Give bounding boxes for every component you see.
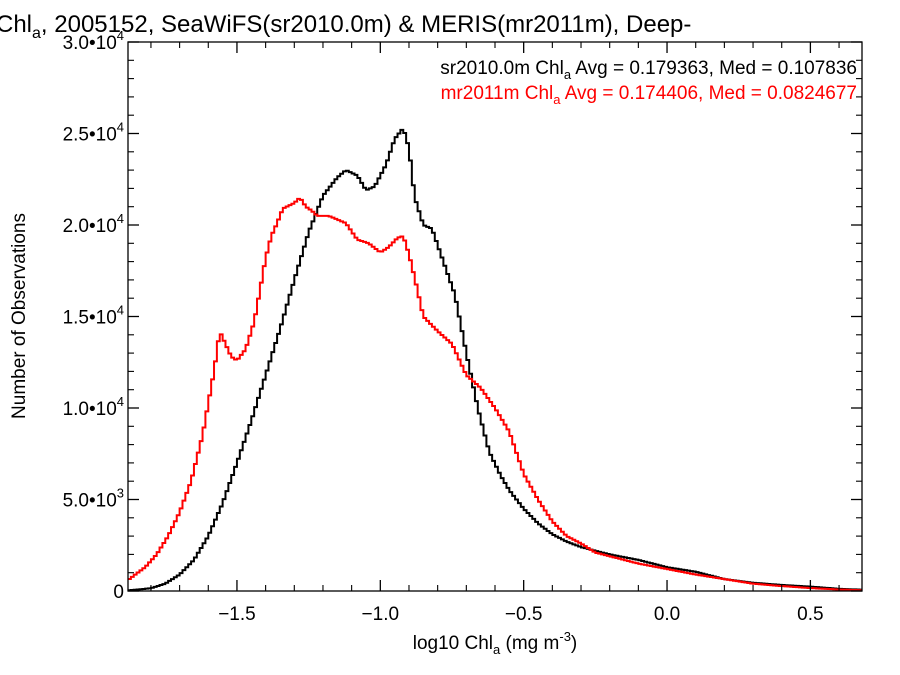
- x-title-pre: log10 Chl: [413, 633, 493, 654]
- title-subscript: a: [32, 25, 41, 42]
- y-axis-title: Number of Observations: [9, 213, 30, 419]
- y-tick-label: 0: [113, 582, 124, 603]
- plot-frame: [127, 41, 863, 592]
- x-tick-label: −1.0: [362, 604, 400, 625]
- x-title-superscript: -3: [559, 629, 571, 644]
- x-tick-label: 0.0: [654, 604, 680, 625]
- y-tick-label: 2.0•104: [63, 211, 124, 237]
- y-tick-label: 3.0•104: [63, 28, 124, 54]
- x-axis-ticks: −1.5 −1.0 −0.5 0.0 0.5: [150, 42, 840, 625]
- x-tick-label: −1.5: [218, 604, 256, 625]
- title-part1: Chl: [0, 11, 32, 38]
- legend-entry-2: mr2011m Chla Avg = 0.174406, Med = 0.082…: [441, 83, 857, 107]
- x-title-subscript: a: [493, 642, 501, 657]
- chart-title: Chla, 2005152, SeaWiFS(sr2010.0m) & MERI…: [0, 11, 691, 42]
- y-tick-label: 2.5•104: [63, 120, 124, 146]
- y-tick-label: 1.5•104: [63, 303, 124, 329]
- legend: sr2010.0m Chla Avg = 0.179363, Med = 0.1…: [440, 58, 857, 107]
- series-layer: [128, 128, 862, 592]
- y-tick-label: 5.0•103: [63, 486, 124, 512]
- series-line-1: [128, 128, 862, 592]
- series-line-2: [128, 197, 862, 592]
- x-title-mid: (mg m: [500, 633, 559, 654]
- y-tick-label: 1.0•104: [63, 394, 124, 420]
- x-tick-label: 0.5: [797, 604, 823, 625]
- title-part2: , 2005152, SeaWiFS(sr2010.0m) & MERIS(mr…: [41, 11, 691, 38]
- legend-entry-1: sr2010.0m Chla Avg = 0.179363, Med = 0.1…: [440, 58, 857, 82]
- x-tick-label: −0.5: [505, 604, 543, 625]
- y-axis-ticks: 0 5.0•103 1.0•104 1.5•104 2.0•104 2.5•104 3.0•…: [63, 28, 862, 603]
- x-axis-title: log10 Chla (mg m-3): [413, 629, 578, 657]
- x-title-post: ): [571, 633, 577, 654]
